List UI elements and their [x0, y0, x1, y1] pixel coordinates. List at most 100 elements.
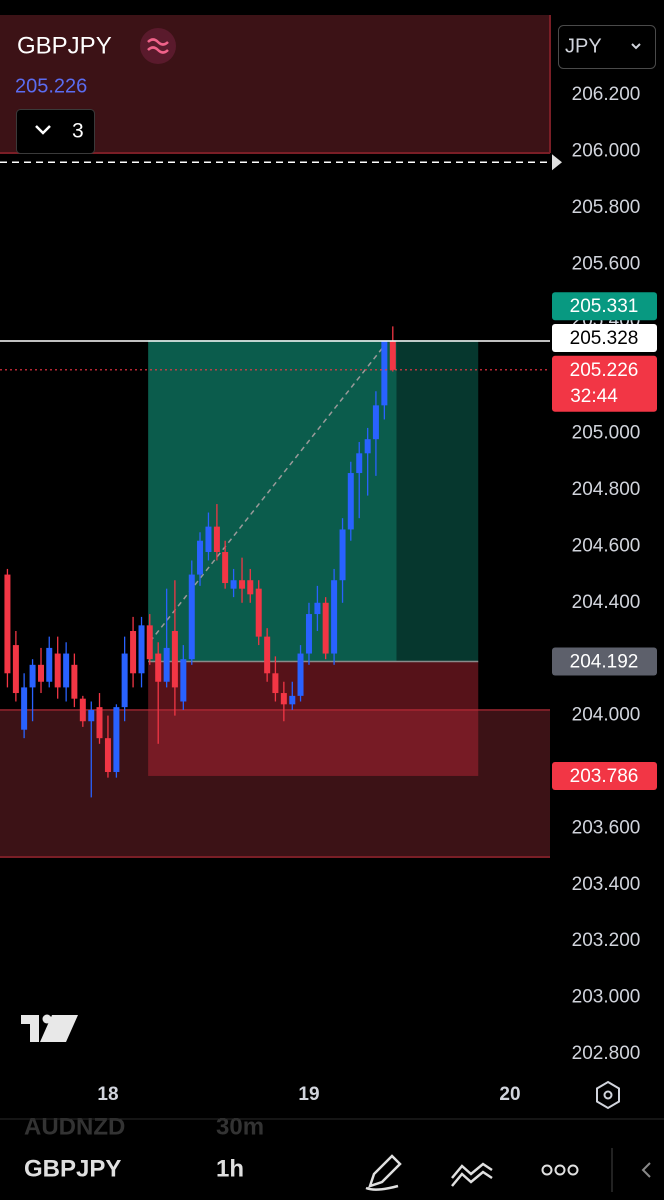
- stop-label-box: [552, 761, 657, 790]
- candle-body: [222, 552, 229, 584]
- candle-body: [247, 580, 254, 595]
- y-tick-label: 203.000: [572, 987, 641, 1008]
- crosshair-label: 205.328: [570, 328, 639, 349]
- candle-body: [163, 647, 170, 682]
- candle-body: [314, 602, 321, 615]
- more-button[interactable]: [541, 1164, 579, 1176]
- candle-body: [239, 580, 246, 589]
- candle-body: [280, 693, 287, 705]
- candle-body: [230, 580, 237, 589]
- loss-zone: [148, 661, 479, 776]
- candle-body: [356, 453, 363, 474]
- candle-body: [188, 574, 195, 660]
- y-tick-label: 206.000: [572, 141, 641, 162]
- dot: [541, 1164, 553, 1176]
- y-tick-label: 205.600: [572, 253, 641, 274]
- y-tick-label: 204.000: [572, 705, 641, 726]
- candle-body: [289, 695, 296, 705]
- indicator-count: 3: [72, 120, 84, 143]
- draw-button[interactable]: [365, 1154, 402, 1191]
- indicators-button[interactable]: [451, 1162, 493, 1187]
- logo: [42, 1014, 52, 1024]
- x-tick-label: 18: [97, 1084, 118, 1105]
- y-tick-label: 203.200: [572, 930, 641, 951]
- candle-body: [255, 588, 262, 637]
- indicators-toggle[interactable]: [16, 109, 95, 154]
- candle-body: [339, 529, 346, 581]
- candle-body: [347, 473, 354, 530]
- candle-body: [364, 439, 371, 454]
- candle-body: [138, 625, 145, 674]
- candle-body: [4, 574, 11, 674]
- candle-body: [104, 738, 111, 773]
- candle-body: [46, 647, 53, 682]
- candle-body: [96, 707, 103, 739]
- interval-button[interactable]: 1h: [216, 1155, 244, 1182]
- wave-icon: [147, 38, 169, 54]
- candle-body: [88, 709, 95, 722]
- last-price-label-box: [552, 355, 657, 412]
- candle-body: [21, 687, 28, 730]
- settings-icon: [603, 1090, 613, 1100]
- candle-body: [79, 698, 86, 722]
- candle-body: [38, 664, 45, 682]
- symbol-button[interactable]: GBPJPY: [24, 1155, 121, 1182]
- candle-body: [130, 630, 137, 674]
- candle-body: [389, 340, 396, 370]
- candle-body: [155, 653, 162, 682]
- chevron-icon: [35, 125, 51, 135]
- entry-label-box: [552, 647, 657, 676]
- candle-body: [29, 664, 36, 688]
- alert-marker: [552, 154, 562, 171]
- settings-button[interactable]: [596, 1080, 620, 1110]
- candle-body: [381, 340, 388, 406]
- currency: JPY: [565, 35, 602, 57]
- chevron-icon: [631, 43, 641, 50]
- candle-body: [121, 653, 128, 708]
- candle-body: [331, 580, 338, 654]
- candle-body: [63, 653, 70, 688]
- candle-body: [197, 540, 204, 575]
- y-tick-label: 206.200: [572, 84, 641, 105]
- stop-label: 203.786: [570, 766, 639, 787]
- y-tick-label: 204.800: [572, 479, 641, 500]
- candle-body: [71, 664, 78, 699]
- candle-body: [180, 659, 187, 702]
- candle-body: [322, 602, 329, 654]
- last-price-label: 205.226: [570, 360, 639, 381]
- entry-label: 204.192: [570, 651, 639, 672]
- y-tick-label: 202.800: [572, 1043, 641, 1064]
- dot: [554, 1164, 566, 1176]
- y-tick-label: 203.400: [572, 874, 641, 895]
- currency-dropdown[interactable]: [558, 25, 656, 69]
- y-tick-label: 205.800: [572, 197, 641, 218]
- candle-body: [372, 405, 379, 440]
- profit-zone-future: [396, 340, 479, 662]
- x-axis-strip: [0, 1080, 664, 1118]
- candle-body: [213, 526, 220, 553]
- candle-body: [305, 614, 312, 654]
- market-status-icon[interactable]: [140, 28, 176, 64]
- candle-body: [272, 673, 279, 694]
- candle-body: [113, 707, 120, 773]
- x-tick-label: 20: [499, 1084, 520, 1105]
- candle-body: [171, 630, 178, 688]
- y-tick-label: 205.000: [572, 423, 641, 444]
- candle-body: [54, 653, 61, 688]
- candle-body: [146, 625, 153, 660]
- y-tick-label: 203.600: [572, 817, 641, 838]
- plot: 206.200206.000205.800205.600205.400205.2…: [0, 84, 657, 1064]
- x-tick-label: 19: [298, 1084, 319, 1105]
- candle-body: [12, 645, 19, 694]
- header-price: 205.226: [15, 75, 87, 97]
- y-tick-label: 204.600: [572, 535, 641, 556]
- candle-body: [297, 653, 304, 696]
- take-profit-label: 205.331: [570, 296, 639, 317]
- collapse-button[interactable]: [641, 1162, 651, 1178]
- logo: [21, 1015, 78, 1042]
- y-tick-label: 204.400: [572, 592, 641, 613]
- symbol[interactable]: GBPJPY: [17, 32, 112, 59]
- countdown: 32:44: [570, 386, 618, 407]
- crosshair-label-box: [552, 324, 657, 353]
